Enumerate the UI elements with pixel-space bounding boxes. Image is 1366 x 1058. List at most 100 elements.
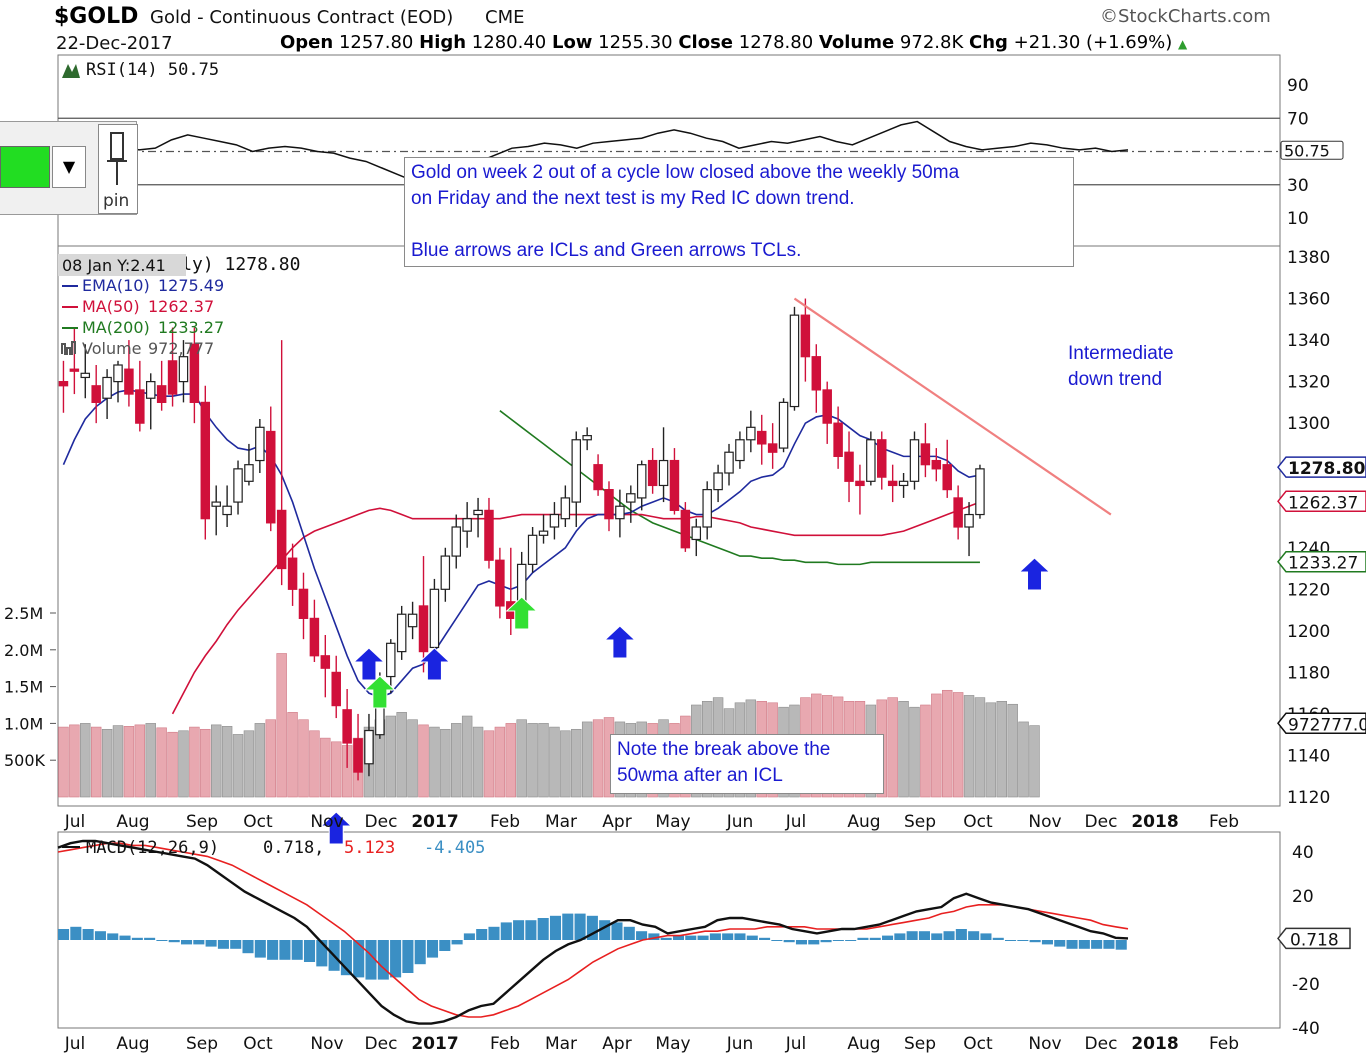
volume-bar bbox=[265, 719, 276, 798]
volume-bar bbox=[80, 723, 91, 798]
color-swatch[interactable] bbox=[0, 146, 50, 188]
candle-body bbox=[724, 451, 734, 474]
price-tag bbox=[1277, 712, 1366, 735]
macd-histogram-bar bbox=[377, 940, 389, 980]
dropdown-arrow-icon[interactable]: ▼ bbox=[52, 146, 86, 188]
macd-histogram-bar bbox=[857, 937, 869, 940]
blue-arrow-icon bbox=[352, 647, 386, 681]
macd-x-tick-label: Jul bbox=[64, 1034, 86, 1054]
volume-bar bbox=[996, 701, 1007, 798]
volume-bar bbox=[396, 712, 407, 798]
volume-bar bbox=[505, 723, 517, 798]
candle-body bbox=[145, 381, 156, 399]
macd-histogram-bar bbox=[180, 940, 193, 945]
blue-arrow-icon bbox=[319, 811, 353, 845]
macd-histogram-bar bbox=[279, 940, 291, 960]
macd-x-tick-label: Aug bbox=[847, 1034, 880, 1054]
macd-x-tick-label: Jun bbox=[726, 1034, 754, 1054]
macd-x-tick-label: Oct bbox=[963, 1034, 993, 1054]
brand[interactable]: ©StockCharts.com bbox=[1100, 6, 1271, 27]
rsi-legend: RSI(14) 50.75 bbox=[86, 60, 219, 80]
volume-bar bbox=[1029, 725, 1040, 798]
volume-tick-label: 1.5M bbox=[4, 678, 43, 697]
candle-body bbox=[855, 480, 865, 487]
candle-body bbox=[102, 376, 112, 399]
macd-histogram-bar bbox=[549, 915, 562, 940]
price-tag-label: 1233.27 bbox=[1288, 554, 1358, 574]
volume-bar bbox=[494, 726, 506, 798]
macd-histogram-bar bbox=[709, 933, 721, 940]
volume-bar bbox=[200, 728, 211, 798]
macd-histogram-bar bbox=[1029, 940, 1041, 943]
macd-x-tick-label: Dec bbox=[1085, 1034, 1118, 1054]
candle-body bbox=[975, 468, 985, 516]
volume-tick-label: 500K bbox=[4, 751, 46, 770]
x-tick-label: Oct bbox=[243, 812, 273, 832]
volume-tick-label: 1.0M bbox=[4, 714, 43, 733]
macd-histogram-bar bbox=[82, 929, 94, 940]
chg-label: Chg bbox=[969, 32, 1008, 53]
macd-histogram-bar bbox=[70, 926, 82, 940]
macd-histogram-bar bbox=[845, 940, 857, 941]
volume-bar bbox=[385, 715, 396, 798]
volume-label: Volume bbox=[818, 32, 895, 53]
price-tick-label: 1120 bbox=[1287, 788, 1330, 808]
macd-histogram-bar bbox=[771, 940, 783, 941]
volume-bar bbox=[254, 723, 266, 798]
volume-bar bbox=[963, 695, 975, 798]
hover-label: 08 Jan Y:2.41 bbox=[62, 256, 166, 275]
rsi-value-tag-label: 50.75 bbox=[1284, 141, 1330, 160]
macd-histogram-bar bbox=[500, 922, 512, 940]
rsi-line bbox=[57, 120, 1129, 186]
macd-x-tick-label: Sep bbox=[186, 1034, 218, 1054]
blue-arrow-icon bbox=[1018, 557, 1051, 591]
macd-tick-label: -40 bbox=[1292, 1019, 1320, 1039]
candle-body bbox=[778, 401, 789, 449]
macd-histogram-bar bbox=[562, 913, 574, 940]
candle-body bbox=[429, 588, 440, 649]
macd-x-tick-label: Jul bbox=[785, 1034, 807, 1054]
macd-histogram-bar bbox=[746, 935, 758, 940]
candle-body bbox=[833, 422, 843, 457]
candle-body bbox=[636, 464, 647, 499]
candle-body bbox=[527, 534, 538, 565]
price-tag-label: 1262.37 bbox=[1288, 493, 1358, 513]
macd-x-tick-label: Nov bbox=[1028, 1034, 1061, 1054]
macd-histogram-bar bbox=[131, 937, 143, 940]
blue-arrow-icon bbox=[603, 625, 637, 659]
macd-histogram-bar bbox=[488, 926, 500, 940]
macd-histogram-bar bbox=[1017, 940, 1029, 941]
macd-histogram-bar bbox=[980, 933, 992, 940]
candle-body bbox=[135, 389, 145, 424]
macd-x-tick-label: 2017 bbox=[411, 1034, 458, 1054]
macd-histogram-bar bbox=[390, 940, 402, 978]
legend-value: 972,777 bbox=[148, 339, 214, 358]
candle-body bbox=[909, 439, 920, 482]
candle-body bbox=[767, 443, 778, 453]
volume-bar bbox=[451, 723, 462, 798]
macd-histogram-bar bbox=[955, 929, 967, 940]
volume-bar bbox=[309, 730, 320, 798]
price-tag bbox=[1277, 490, 1366, 513]
candle-body bbox=[964, 513, 974, 528]
volume-bar bbox=[516, 719, 527, 798]
macd-histogram-bar bbox=[242, 940, 254, 954]
open-value: 1257.80 bbox=[338, 32, 414, 53]
price-tick-label: 1380 bbox=[1287, 248, 1330, 268]
signal-legend-value: 5.123 bbox=[344, 838, 395, 858]
candle-body bbox=[604, 489, 614, 520]
volume-bar bbox=[560, 730, 571, 798]
x-tick-label: Dec bbox=[1085, 812, 1118, 832]
candle-body bbox=[418, 605, 429, 653]
candle-body bbox=[560, 497, 571, 520]
rsi-tick-label: 10 bbox=[1287, 209, 1309, 229]
x-tick-label: 2018 bbox=[1131, 812, 1178, 832]
volume-bar bbox=[145, 723, 156, 798]
macd-histogram-bar bbox=[672, 935, 685, 940]
intermediate-trendline bbox=[793, 297, 1112, 516]
pin-button[interactable]: pin bbox=[98, 124, 138, 214]
macd-histogram-bar bbox=[1103, 940, 1115, 949]
break-annotation: Note the break above the 50wma after an … bbox=[610, 734, 884, 794]
candle-body bbox=[266, 430, 276, 524]
macd-histogram-bar bbox=[869, 937, 881, 940]
